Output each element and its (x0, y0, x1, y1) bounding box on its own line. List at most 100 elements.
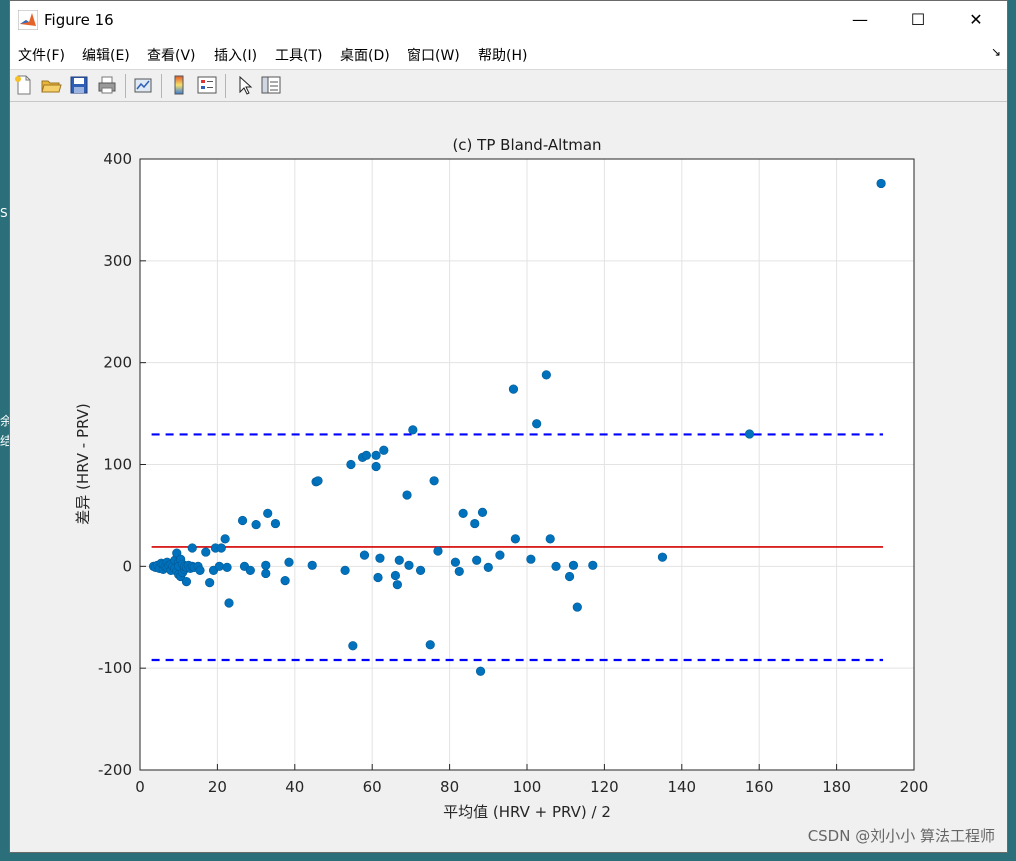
data-point (545, 534, 555, 544)
data-point (371, 461, 381, 472)
data-point (245, 565, 255, 576)
menu-tools[interactable]: 工具(T) (275, 48, 323, 64)
matlab-logo-icon (18, 10, 38, 30)
title-bar[interactable]: Figure 16 — ☐ ✕ (10, 1, 1007, 39)
data-point (450, 557, 461, 567)
data-point (220, 534, 230, 544)
bland-altman-plot[interactable]: 0 20 40 60 80 100 120 140 160 180 200 -200 -100 0 100 2… (10, 102, 1007, 852)
menu-help[interactable]: 帮助(H) (478, 48, 528, 64)
data-point (402, 490, 412, 500)
legend-icon[interactable] (196, 74, 218, 96)
data-point (572, 602, 582, 612)
y-tick-label: 100 (103, 456, 132, 474)
data-point (346, 459, 356, 470)
figure-toolbar (10, 70, 1007, 102)
data-point (408, 425, 418, 435)
x-tick-label: 80 (440, 778, 459, 796)
chart-title: (c) TP Bland-Altman (452, 136, 601, 154)
data-point (201, 547, 211, 557)
x-tick-label: 140 (667, 778, 696, 796)
menu-desktop[interactable]: 桌面(D) (340, 48, 390, 64)
data-point (371, 450, 381, 460)
data-point (532, 419, 542, 429)
reference-lines (151, 433, 884, 662)
data-point (313, 476, 323, 486)
data-point (458, 508, 468, 518)
x-tick-label: 120 (590, 778, 619, 796)
data-point (270, 518, 281, 529)
data-point (394, 555, 404, 565)
data-point (483, 562, 493, 572)
data-point (541, 370, 551, 380)
data-point (495, 550, 505, 560)
colorbar-icon[interactable] (168, 74, 190, 96)
data-point (379, 445, 389, 455)
data-point (181, 577, 192, 587)
y-tick-label: 0 (122, 557, 132, 575)
data-point (657, 552, 668, 562)
save-icon[interactable] (68, 74, 90, 96)
data-point (404, 560, 414, 570)
data-point (477, 507, 488, 517)
x-tick-label: 40 (285, 778, 304, 796)
desktop-edge-glyph-1: S (0, 206, 8, 220)
menu-edit[interactable]: 编辑(E) (82, 48, 130, 64)
toolbar-separator (125, 74, 126, 98)
data-point (214, 561, 224, 571)
data-points (148, 178, 886, 676)
data-point (564, 571, 575, 582)
y-tick-label: 300 (103, 252, 132, 270)
data-point (876, 178, 886, 189)
data-point (510, 534, 520, 544)
new-figure-icon[interactable] (13, 74, 35, 96)
data-point (195, 565, 205, 576)
menu-overflow-arrow-icon[interactable]: ↘ (990, 45, 1001, 59)
menu-file[interactable]: 文件(F) (18, 48, 65, 64)
data-point (348, 641, 358, 651)
data-point (280, 575, 290, 586)
menu-view[interactable]: 查看(V) (147, 48, 196, 64)
property-inspector-icon[interactable] (260, 74, 282, 96)
y-tick-label: 400 (103, 150, 132, 168)
data-point (472, 555, 482, 565)
x-tick-label: 180 (822, 778, 851, 796)
maximize-button[interactable]: ☐ (910, 10, 926, 29)
y-tick-label: 200 (103, 354, 132, 372)
data-point (340, 565, 350, 576)
open-file-icon[interactable] (40, 74, 62, 96)
csdn-watermark: CSDN @刘小小 算法工程师 (807, 827, 995, 845)
data-point (187, 543, 197, 553)
data-point (475, 666, 486, 676)
link-plot-icon[interactable] (132, 74, 154, 96)
data-point (261, 560, 271, 570)
data-point (224, 598, 234, 608)
data-point (361, 450, 371, 460)
menu-window[interactable]: 窗口(W) (407, 48, 460, 64)
data-point (744, 429, 755, 439)
toolbar-separator (225, 74, 226, 98)
data-point (390, 570, 401, 581)
x-tick-label: 100 (513, 778, 542, 796)
edit-plot-arrow-icon[interactable] (234, 74, 256, 96)
data-point (373, 572, 383, 583)
data-point (588, 560, 598, 570)
data-point (263, 508, 273, 518)
data-point (216, 543, 226, 553)
data-point (470, 518, 480, 529)
data-point (526, 554, 536, 564)
data-point (392, 580, 402, 590)
data-point (568, 560, 579, 570)
data-point (237, 515, 248, 526)
data-point (261, 568, 271, 579)
window-title: Figure 16 (44, 11, 114, 29)
print-icon[interactable] (96, 74, 118, 96)
data-point (251, 519, 261, 530)
data-point (508, 384, 519, 394)
data-point (425, 640, 435, 650)
data-point (284, 557, 294, 567)
minimize-button[interactable]: — (852, 10, 868, 29)
data-point (222, 562, 232, 572)
menu-insert[interactable]: 插入(I) (214, 48, 258, 64)
close-button[interactable]: ✕ (969, 10, 983, 29)
data-point (205, 578, 215, 588)
